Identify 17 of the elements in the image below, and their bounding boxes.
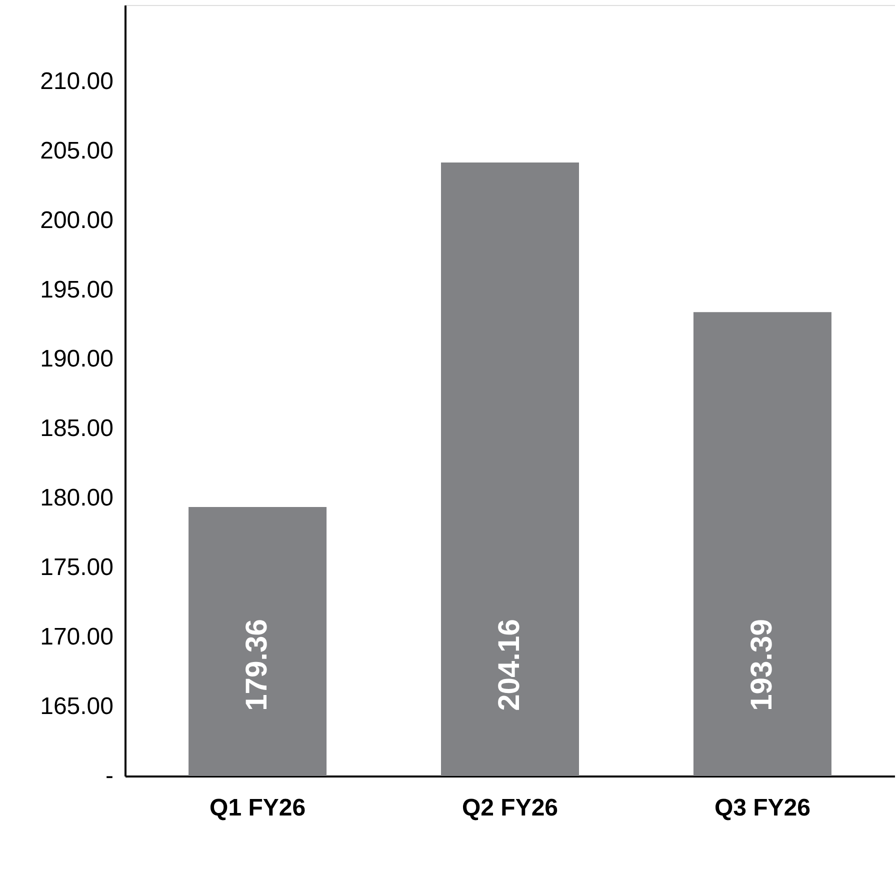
y-tick-label: 170.00 xyxy=(40,624,114,651)
y-tick-label: 175.00 xyxy=(40,554,114,582)
y-tick-label: 210.00 xyxy=(40,68,114,95)
data-label: 204.16 xyxy=(493,619,526,711)
y-tick-label: 180.00 xyxy=(40,484,114,512)
x-tick-label: Q2 FY26 xyxy=(462,794,558,822)
y-tick-label: 205.00 xyxy=(40,137,114,164)
y-tick-label: 200.00 xyxy=(40,206,114,234)
y-tick-label: 185.00 xyxy=(40,415,114,442)
data-label: 193.39 xyxy=(745,619,778,711)
y-tick-label: - xyxy=(106,762,114,790)
x-tick-label: Q3 FY26 xyxy=(714,794,810,822)
x-tick-label: Q1 FY26 xyxy=(210,794,306,822)
y-tick-label: 195.00 xyxy=(40,276,114,304)
y-tick-label: 165.00 xyxy=(40,693,114,720)
y-tick-label: 190.00 xyxy=(40,346,114,373)
data-label: 179.36 xyxy=(240,619,274,711)
